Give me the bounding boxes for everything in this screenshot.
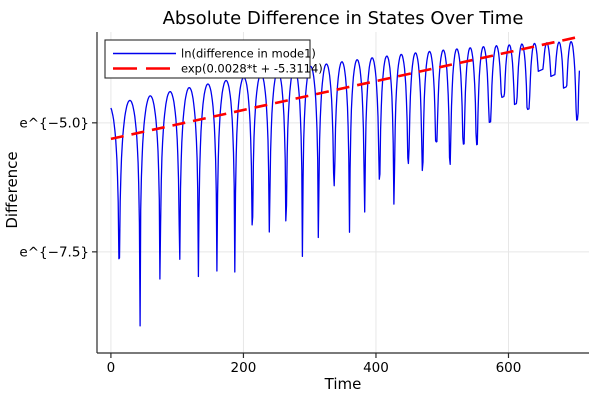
- legend-box: [104, 39, 311, 79]
- legend-entry-blue: ln(difference in mode1): [181, 47, 316, 61]
- x-tick-label: 600: [496, 360, 522, 376]
- gridlines: [97, 32, 589, 353]
- data-series: [110, 34, 583, 327]
- series-exp-fit: [110, 34, 583, 141]
- y-tick-label: e^{−7.5}: [19, 244, 89, 260]
- x-tick-label: 400: [363, 360, 389, 376]
- x-tick-label: 0: [107, 360, 116, 376]
- series-ln-difference: [110, 41, 581, 327]
- chart-title: Absolute Difference in States Over Time: [163, 8, 524, 29]
- y-axis-label: Difference: [3, 151, 21, 228]
- tick-marks-and-labels: 0 200 400 600 e^{−5.0} e^{−7.5}: [19, 115, 521, 376]
- legend: ln(difference in mode1) exp(0.0028*t + -…: [104, 39, 323, 79]
- axes: [96, 32, 589, 354]
- x-axis-label: Time: [324, 375, 362, 393]
- x-tick-label: 200: [231, 360, 257, 376]
- legend-entry-red: exp(0.0028*t + -5.3114): [181, 62, 323, 76]
- y-tick-label: e^{−5.0}: [19, 115, 89, 131]
